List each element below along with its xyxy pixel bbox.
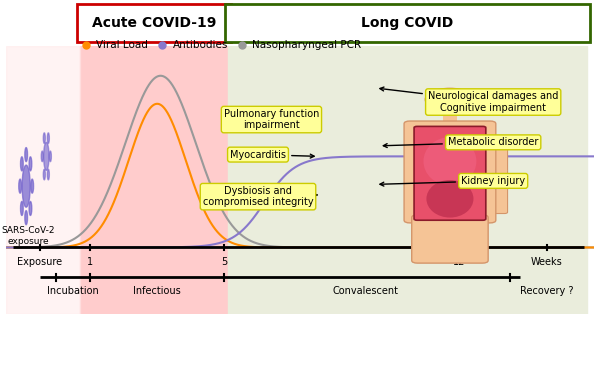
Text: Acute COVID-19: Acute COVID-19 (92, 16, 216, 30)
Text: Neurological damages and
Cognitive impairment: Neurological damages and Cognitive impai… (380, 87, 559, 113)
Circle shape (43, 133, 46, 143)
Text: Infectious: Infectious (133, 286, 181, 296)
Circle shape (425, 88, 475, 111)
Circle shape (47, 169, 49, 180)
Text: Nasopharyngeal PCR: Nasopharyngeal PCR (252, 39, 361, 50)
FancyBboxPatch shape (412, 215, 488, 263)
FancyBboxPatch shape (77, 4, 230, 42)
Text: 12: 12 (454, 257, 466, 267)
Text: Pulmonary function
impairment: Pulmonary function impairment (224, 109, 319, 130)
Ellipse shape (427, 180, 473, 218)
Text: Viral Load: Viral Load (97, 39, 148, 50)
Text: Antibodies: Antibodies (173, 39, 228, 50)
Circle shape (22, 165, 30, 207)
Circle shape (29, 157, 32, 171)
Text: Exposure: Exposure (17, 257, 62, 267)
Text: Kidney injury: Kidney injury (380, 176, 525, 186)
Circle shape (47, 133, 49, 143)
Circle shape (25, 211, 28, 225)
Bar (228, 46, 587, 314)
Bar (80, 46, 228, 314)
Text: Metabolic disorder: Metabolic disorder (383, 137, 538, 147)
Text: 5: 5 (221, 257, 227, 267)
Circle shape (20, 201, 23, 216)
Circle shape (20, 157, 23, 171)
Circle shape (44, 142, 49, 170)
Bar (6, 46, 80, 314)
FancyBboxPatch shape (407, 141, 428, 213)
Text: Recovery ?: Recovery ? (520, 286, 574, 296)
FancyBboxPatch shape (443, 110, 457, 121)
Circle shape (43, 169, 46, 180)
Ellipse shape (424, 137, 476, 185)
Circle shape (29, 201, 32, 216)
Circle shape (31, 179, 34, 193)
FancyBboxPatch shape (225, 4, 590, 42)
Text: Incubation: Incubation (47, 286, 99, 296)
Text: 1: 1 (87, 257, 93, 267)
Circle shape (25, 147, 28, 162)
FancyBboxPatch shape (414, 126, 486, 220)
Text: SARS-CoV-2
exposure: SARS-CoV-2 exposure (1, 226, 55, 246)
Text: Long COVID: Long COVID (361, 16, 454, 30)
Text: Myocarditis: Myocarditis (230, 150, 314, 160)
Text: Convalescent: Convalescent (332, 286, 398, 296)
FancyBboxPatch shape (487, 141, 508, 213)
Circle shape (19, 179, 22, 193)
Ellipse shape (440, 93, 460, 100)
Text: Dysbiosis and
compromised integrity: Dysbiosis and compromised integrity (203, 186, 317, 208)
Text: Weeks: Weeks (531, 257, 563, 267)
Circle shape (41, 151, 43, 162)
Circle shape (49, 151, 52, 162)
FancyBboxPatch shape (404, 121, 496, 223)
